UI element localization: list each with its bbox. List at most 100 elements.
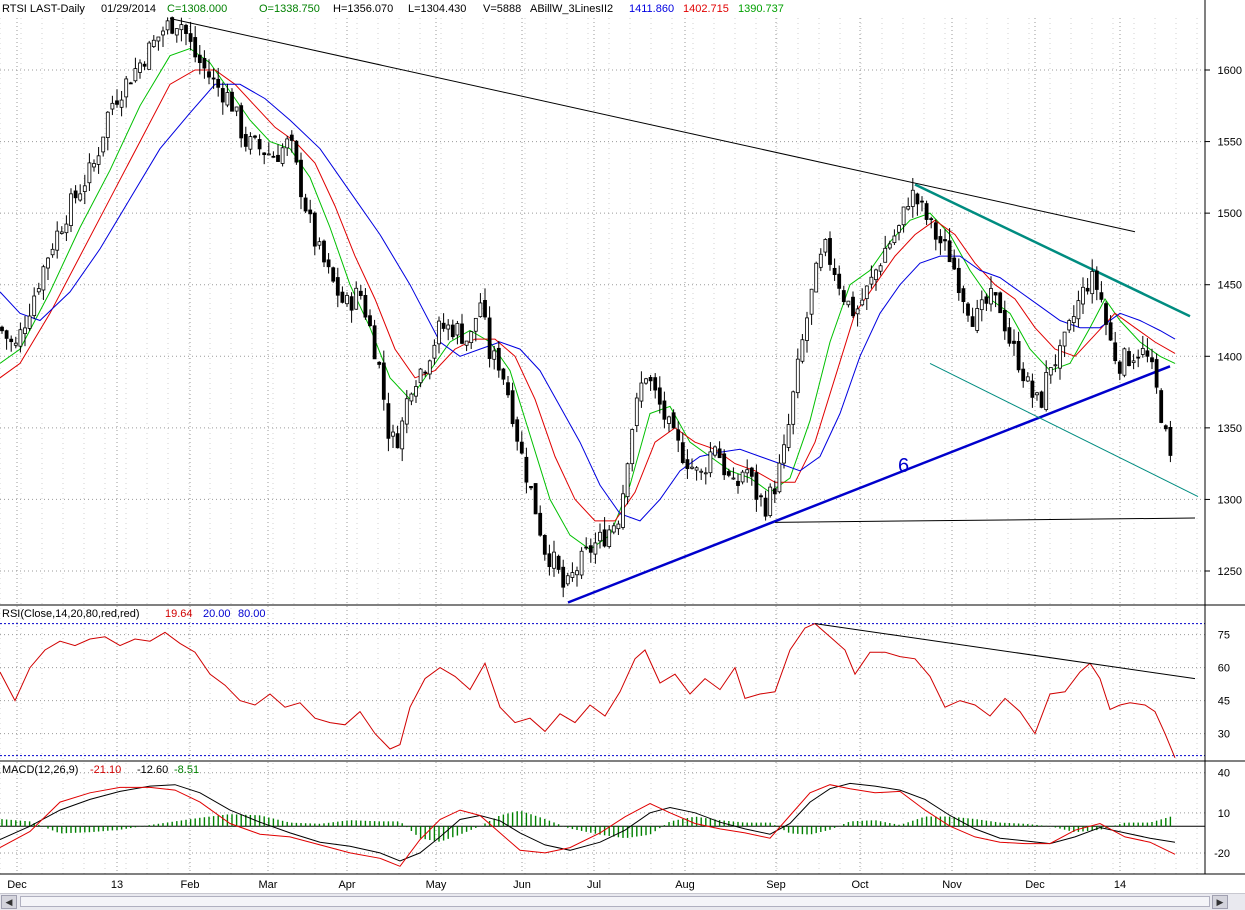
candle-body — [510, 390, 515, 425]
candle-body — [69, 193, 73, 226]
candle-body — [1012, 340, 1016, 344]
candle-body — [584, 546, 589, 549]
x-tick-label: May — [426, 879, 447, 891]
scroll-thumb[interactable] — [20, 896, 1210, 907]
candle-body — [556, 555, 561, 570]
candle-body — [1136, 356, 1141, 359]
candle-body — [547, 553, 552, 568]
y-tick-label: 1350 — [1218, 423, 1242, 435]
candle-body — [703, 472, 708, 475]
candle-body — [648, 377, 653, 382]
candle-body — [814, 262, 819, 293]
candle-body — [1150, 357, 1154, 363]
candle-body — [1117, 361, 1122, 374]
candle-body — [639, 382, 644, 402]
candle-body — [478, 302, 483, 318]
x-tick-label: 14 — [1114, 879, 1126, 891]
candle-body — [795, 358, 800, 394]
candle-body — [262, 152, 267, 156]
candle-body — [188, 33, 193, 42]
candle-body — [570, 572, 575, 578]
candle-body — [671, 412, 676, 429]
candle-body — [446, 324, 451, 330]
candle-body — [1081, 286, 1085, 305]
candle-body — [782, 444, 786, 464]
y-tick-label: 1550 — [1218, 137, 1242, 149]
candle-body — [0, 326, 4, 332]
candle-body — [515, 419, 520, 442]
candle-body — [165, 20, 170, 31]
candle-body — [82, 185, 87, 192]
candle-body — [1035, 392, 1039, 396]
price-candles — [0, 16, 1173, 598]
candle-body — [524, 456, 529, 483]
chart-volume: V=5888 — [483, 3, 521, 15]
candle-body — [239, 105, 244, 139]
candle-body — [644, 378, 648, 384]
candle-body — [837, 273, 842, 289]
candle-body — [1168, 426, 1173, 456]
candle-body — [1085, 287, 1090, 292]
candle-body — [9, 338, 14, 343]
scroll-right-button[interactable]: ▶ — [1212, 895, 1228, 909]
chart-indicator-name: ABillW_3LinesII2 — [530, 3, 613, 15]
macd-line — [0, 784, 1176, 867]
candle-body — [161, 30, 165, 36]
macd-value-2: -12.60 — [137, 764, 168, 776]
candle-body — [947, 240, 952, 263]
grid — [0, 18, 1205, 874]
candle-body — [657, 387, 662, 405]
candle-body — [184, 24, 188, 34]
candle-body — [519, 441, 524, 454]
candle-body — [823, 239, 828, 253]
candle-body — [483, 299, 487, 318]
candle-body — [598, 531, 602, 542]
candle-body — [924, 203, 929, 220]
candle-body — [1159, 390, 1164, 423]
x-tick-label: Oct — [851, 879, 868, 891]
candle-body — [786, 424, 791, 448]
candle-body — [726, 471, 731, 476]
x-tick-label: Sep — [766, 879, 786, 891]
candle-body — [1131, 360, 1136, 363]
candle-body — [625, 463, 630, 498]
rsi-y-tick-label: 45 — [1218, 696, 1230, 708]
x-tick-label: Feb — [181, 879, 200, 891]
candle-body — [128, 82, 133, 85]
candle-body — [271, 155, 276, 158]
candle-body — [308, 209, 313, 215]
y-tick-label: 1300 — [1218, 494, 1242, 506]
candle-body — [193, 37, 198, 58]
candle-body — [1007, 327, 1012, 344]
x-tick-label: Nov — [942, 879, 962, 891]
candle-body — [878, 265, 883, 272]
candle-body — [533, 483, 538, 515]
candle-body — [818, 253, 823, 268]
rsi-value-3: 80.00 — [238, 608, 266, 620]
y-tick-label: 1250 — [1218, 566, 1242, 578]
candle-body — [754, 472, 759, 500]
candle-body — [588, 545, 593, 553]
macd-title: MACD(12,26,9) — [2, 764, 78, 776]
y-tick-label: 1400 — [1218, 351, 1242, 363]
rsi-y-tick-label: 75 — [1218, 630, 1230, 642]
candle-body — [634, 397, 639, 427]
x-tick-label: Dec — [7, 879, 27, 891]
candle-body — [432, 344, 437, 359]
candle-body — [27, 315, 32, 329]
candle-body — [354, 287, 359, 310]
candle-body — [441, 322, 446, 329]
candle-body — [46, 257, 50, 269]
candle-body — [938, 236, 943, 244]
scroll-left-button[interactable]: ◀ — [1, 895, 17, 909]
candle-body — [404, 398, 409, 425]
candle-body — [18, 329, 23, 347]
candle-body — [897, 225, 901, 233]
macd-value-3: -8.51 — [174, 764, 199, 776]
candle-body — [280, 147, 285, 164]
macd-line — [0, 782, 1176, 862]
candle-body — [1090, 270, 1095, 295]
horizontal-scrollbar[interactable]: ◀ ▶ — [0, 893, 1245, 910]
macd-value-1: -21.10 — [90, 764, 121, 776]
